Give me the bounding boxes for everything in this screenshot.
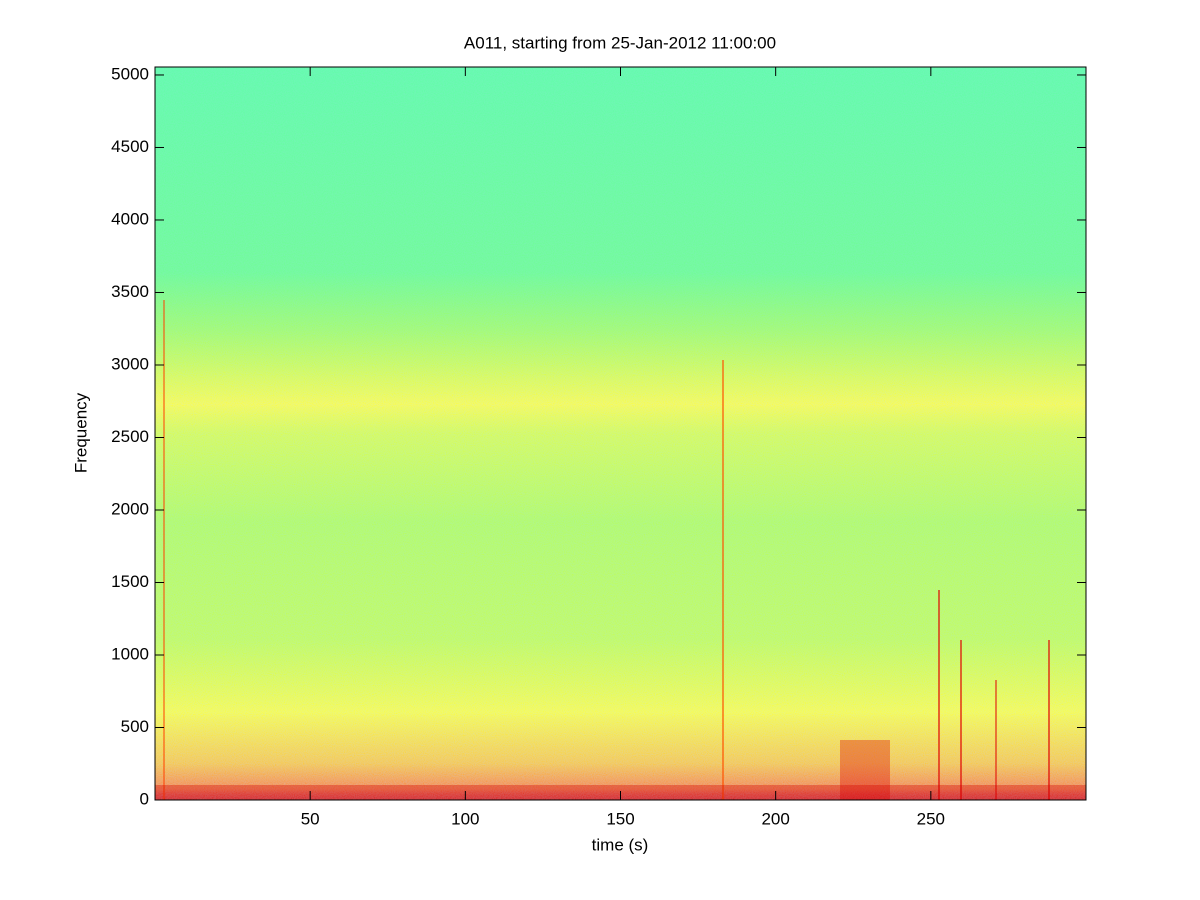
y-tick-label: 0 [140, 789, 149, 808]
spectrogram-image [155, 67, 1086, 800]
y-tick-label: 2500 [111, 427, 149, 446]
y-tick-label: 4500 [111, 137, 149, 156]
chart-title: A011, starting from 25-Jan-2012 11:00:00 [464, 33, 776, 52]
x-axis-label: time (s) [592, 835, 649, 854]
y-tick-label: 1500 [111, 572, 149, 591]
y-tick-label: 1000 [111, 644, 149, 663]
y-tick-label: 500 [121, 717, 149, 736]
x-tick-label: 150 [606, 809, 634, 828]
x-tick-label: 50 [301, 809, 320, 828]
y-tick-label: 4000 [111, 209, 149, 228]
y-tick-label: 3000 [111, 354, 149, 373]
y-axis-label: Frequency [71, 392, 90, 473]
y-tick-label: 5000 [111, 64, 149, 83]
x-tick-label: 250 [917, 809, 945, 828]
y-tick-label: 2000 [111, 499, 149, 518]
y-tick-label: 3500 [111, 282, 149, 301]
x-tick-label: 100 [451, 809, 479, 828]
x-tick-label: 200 [761, 809, 789, 828]
